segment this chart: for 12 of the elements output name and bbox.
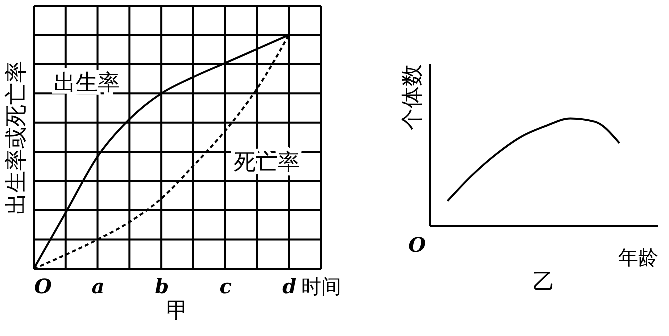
x-tick-label: O xyxy=(34,274,52,298)
x-tick-label: c xyxy=(220,274,232,298)
y-axis-title: 个体数 xyxy=(400,64,426,130)
x-axis-title: 时间 xyxy=(302,274,342,298)
x-tick-label: a xyxy=(92,274,105,298)
x-axis-title: 年龄 xyxy=(618,246,658,270)
x-tick-label: b xyxy=(155,274,170,298)
text: O xyxy=(408,233,427,257)
x-tick-label: d xyxy=(282,274,297,298)
text: 乙 xyxy=(533,270,555,295)
text: 甲 xyxy=(166,299,188,324)
y-axis-title: 出生率或死亡率 xyxy=(4,61,30,215)
